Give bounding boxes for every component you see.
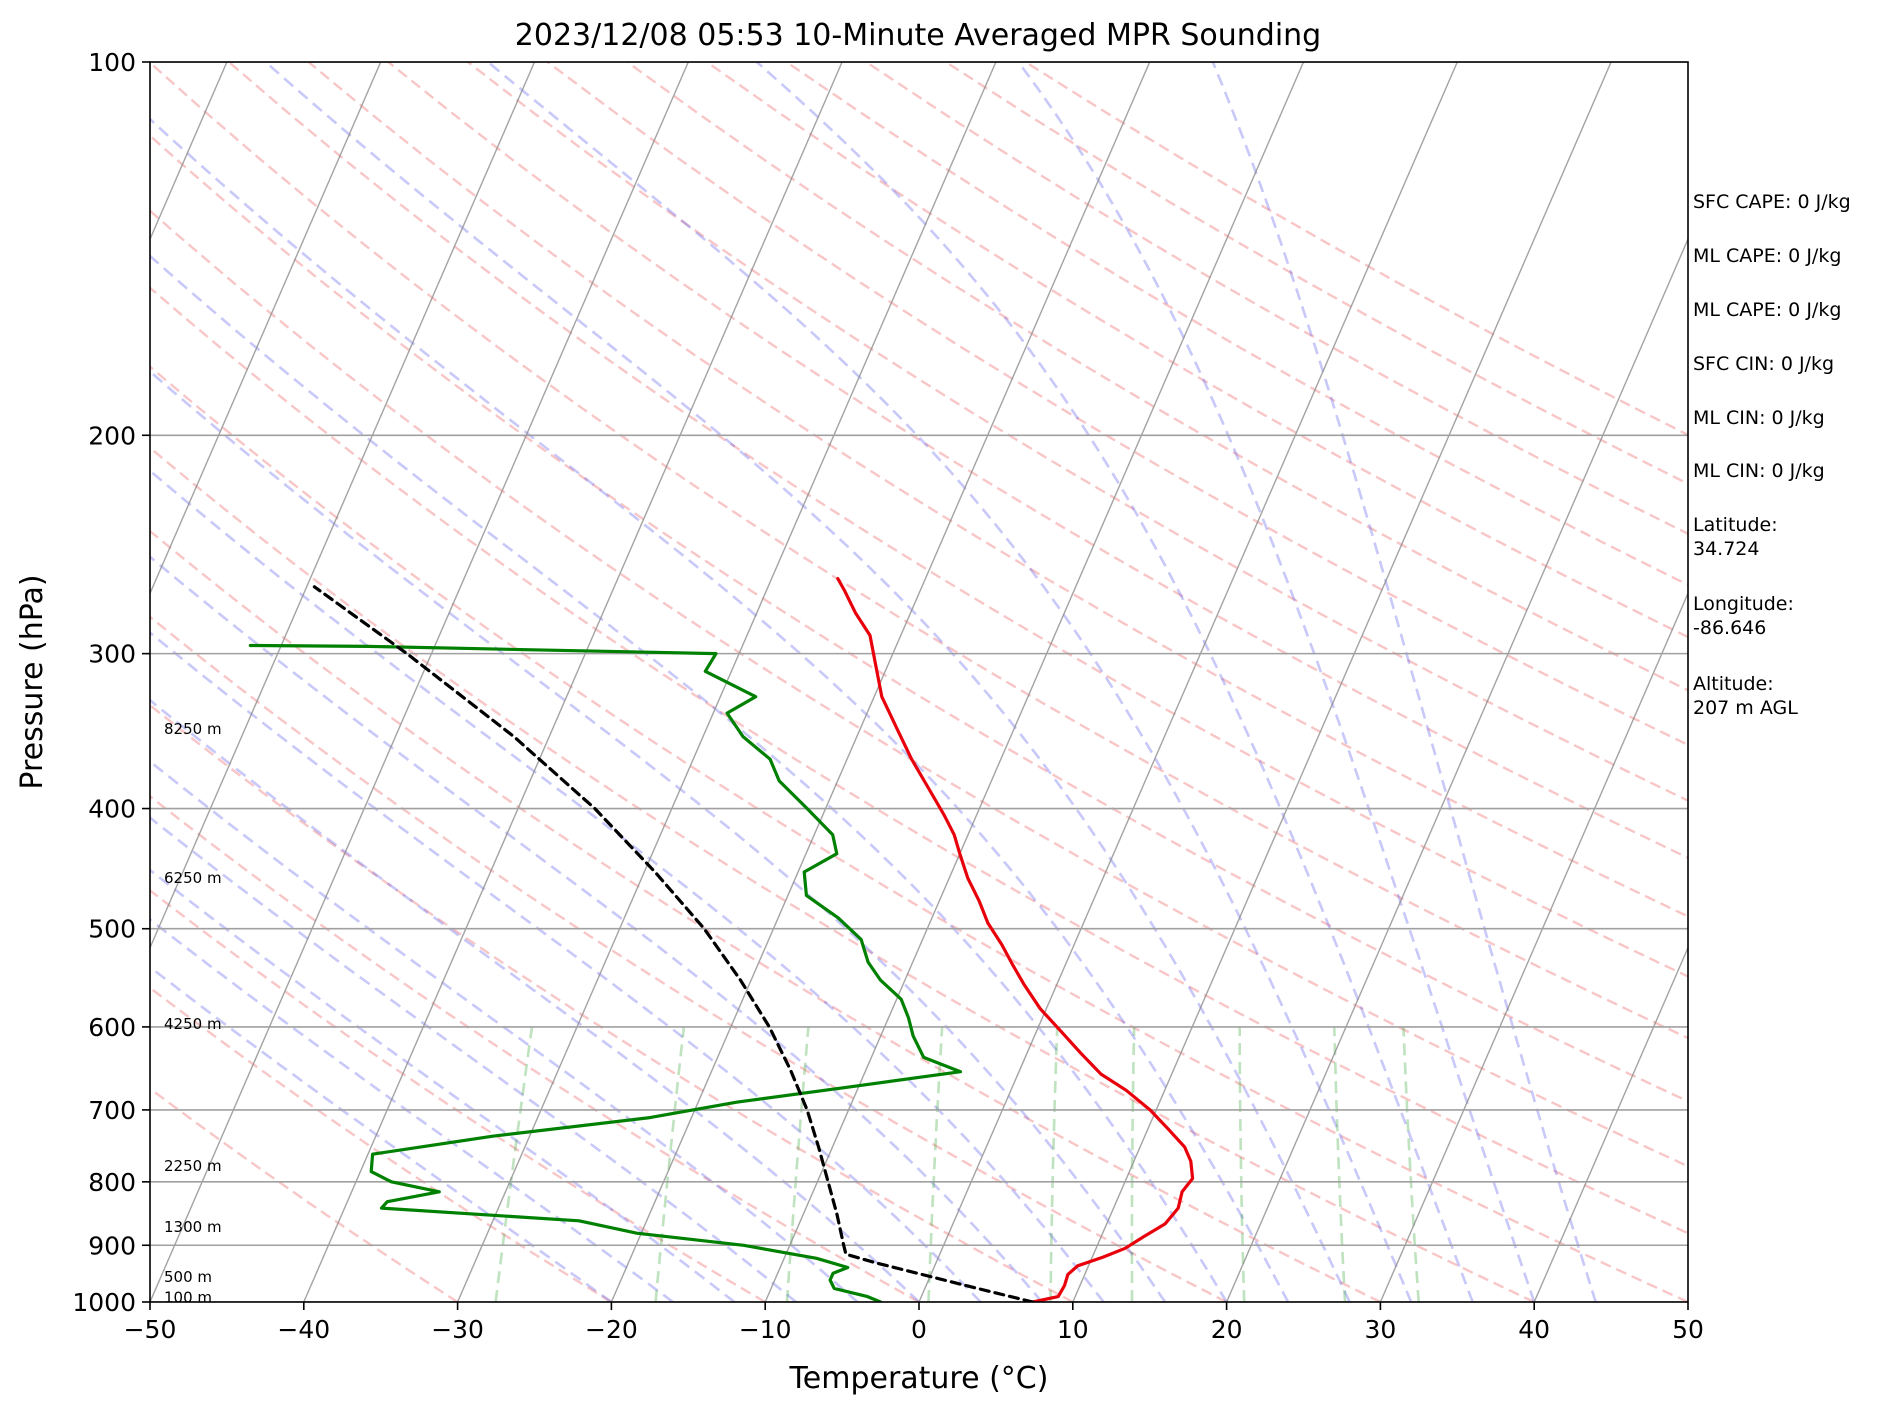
x-tick-label: 30 — [1364, 1315, 1396, 1344]
dry-adiabat — [387, 62, 1688, 860]
dry-adiabat — [150, 209, 1688, 1168]
y-axis-label: Pressure (hPa) — [15, 574, 50, 789]
ml-cape-text: ML CAPE: 0 J/kg — [1693, 245, 1842, 267]
x-tick-label: −20 — [585, 1315, 638, 1344]
dry-adiabat — [150, 794, 920, 1302]
series-line-2 — [312, 585, 1035, 1302]
altitude-text: Altitude: 207 m AGL — [1693, 673, 1798, 719]
height-label: 1300 m — [164, 1218, 222, 1236]
moist-adiabat — [150, 254, 1228, 1302]
x-tick-label: −40 — [277, 1315, 330, 1344]
height-label: 2250 m — [164, 1157, 222, 1175]
dry-adiabat — [150, 365, 1688, 1302]
mixing-ratio-line — [785, 1026, 810, 1302]
x-tick-label: −30 — [431, 1315, 484, 1344]
dry-adiabat — [150, 134, 1688, 1103]
series-line-0 — [836, 577, 1195, 1302]
y-tick-label: 300 — [88, 640, 136, 669]
dry-adiabat — [307, 62, 1688, 918]
dry-adiabat — [150, 286, 1688, 1235]
moist-adiabat — [150, 630, 982, 1302]
moist-adiabat — [150, 815, 797, 1302]
moist-adiabat — [150, 117, 1290, 1302]
dry-adiabat — [228, 62, 1688, 978]
moist-adiabat — [150, 698, 920, 1302]
moist-adiabat — [755, 62, 1474, 1302]
isotherm — [150, 62, 536, 950]
moist-adiabat — [150, 555, 1043, 1302]
mixing-ratio-line — [494, 1026, 534, 1302]
isotherm — [918, 62, 1458, 1302]
dry-adiabat — [467, 62, 1688, 802]
moist-adiabat — [1211, 62, 1597, 1302]
dry-adiabat — [150, 703, 1074, 1302]
dry-adiabat — [150, 529, 1381, 1302]
y-tick-label: 200 — [88, 421, 136, 450]
isotherm — [1379, 591, 1688, 1302]
x-tick-label: 20 — [1211, 1315, 1243, 1344]
height-label: 4250 m — [164, 1015, 222, 1033]
x-axis-label: Temperature (°C) — [789, 1361, 1049, 1396]
mixing-ratio-line — [1402, 1026, 1420, 1302]
background-lines — [150, 62, 1688, 1302]
x-tick-label: −10 — [739, 1315, 792, 1344]
longitude-text: Longitude: -86.646 — [1693, 593, 1794, 639]
isotherm — [764, 62, 1305, 1302]
y-tick-label: 700 — [88, 1096, 136, 1125]
sfc-cape-text: SFC CAPE: 0 J/kg — [1693, 191, 1851, 213]
x-tick-label: 0 — [911, 1315, 927, 1344]
x-tick-label: −50 — [124, 1315, 177, 1344]
y-tick-label: 400 — [88, 795, 136, 824]
sfc-cin-text: SFC CIN: 0 J/kg — [1693, 353, 1835, 375]
y-tick-label: 100 — [88, 48, 136, 77]
height-label: 500 m — [164, 1268, 212, 1286]
dry-adiabat — [785, 62, 1688, 587]
height-label: 8250 m — [164, 720, 222, 738]
x-tick-label: 10 — [1057, 1315, 1089, 1344]
latitude-text: Latitude: 34.724 — [1693, 514, 1778, 560]
isotherm — [150, 62, 382, 596]
series-line-1 — [248, 643, 963, 1302]
chart-title: 2023/12/08 05:53 10-Minute Averaged MPR … — [515, 18, 1321, 53]
x-axis-ticks: −50 −40 −30 −20 −10 0 10 20 30 40 50 — [124, 1302, 1704, 1344]
x-tick-label: 40 — [1518, 1315, 1550, 1344]
moist-adiabat — [150, 369, 1167, 1302]
isotherm — [1533, 945, 1688, 1302]
y-axis-ticks: 100 200 300 400 500 600 700 800 900 1000 — [72, 48, 150, 1317]
isotherm — [1225, 237, 1688, 1302]
y-tick-label: 1000 — [72, 1288, 136, 1317]
ml-cin-text: ML CIN: 0 J/kg — [1693, 407, 1825, 429]
dry-adiabat — [150, 615, 1228, 1302]
dry-adiabat — [150, 1087, 459, 1302]
sounding-traces — [248, 577, 1195, 1302]
x-tick-label: 50 — [1672, 1315, 1704, 1344]
moist-adiabat — [150, 759, 859, 1302]
moist-adiabat — [487, 62, 1413, 1302]
y-tick-label: 900 — [88, 1231, 136, 1260]
height-labels: 8250 m 6250 m 4250 m 2250 m 1300 m 500 m 100 m — [164, 720, 222, 1307]
height-label: 6250 m — [164, 869, 222, 887]
moist-adiabat — [1017, 62, 1536, 1302]
mixing-ratio-line — [1238, 1026, 1246, 1302]
ml-cape-text-2: ML CAPE: 0 J/kg — [1693, 299, 1842, 321]
moist-adiabat — [150, 469, 1105, 1302]
mixing-ratio-line — [1049, 1026, 1059, 1302]
ml-cin-text-2: ML CIN: 0 J/kg — [1693, 460, 1825, 482]
dry-adiabat — [546, 62, 1688, 747]
y-tick-label: 500 — [88, 915, 136, 944]
y-tick-label: 800 — [88, 1168, 136, 1197]
isotherm — [150, 62, 689, 1302]
dry-adiabat — [150, 62, 1688, 1040]
isotherm — [303, 62, 843, 1302]
y-tick-label: 600 — [88, 1013, 136, 1042]
height-label: 100 m — [164, 1289, 212, 1307]
moist-adiabat — [264, 62, 1351, 1302]
pressure-gridlines — [150, 62, 1688, 1302]
plot-frame — [149, 61, 1689, 1303]
isotherm — [1072, 62, 1612, 1302]
